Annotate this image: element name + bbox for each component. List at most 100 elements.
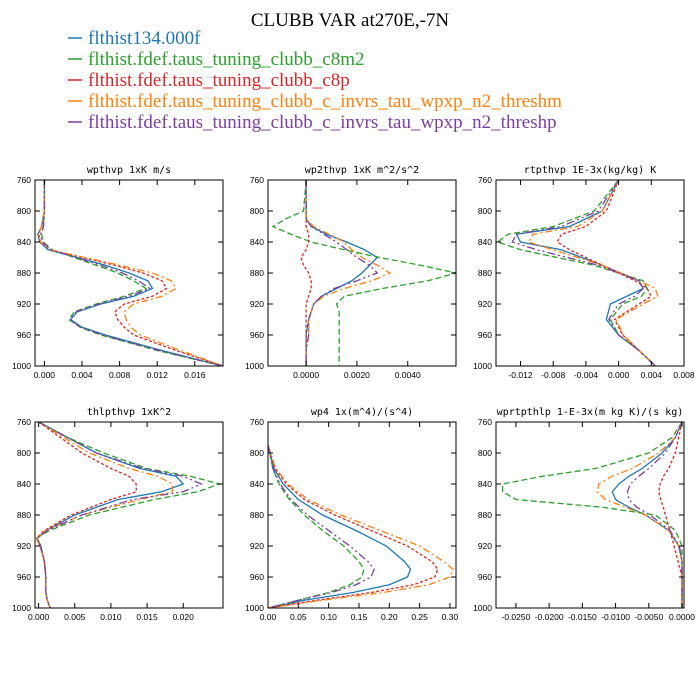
y-tick-label: 840 xyxy=(478,237,492,247)
panel: wp4 1x(m^4)/(s^4)76080084088092096010000… xyxy=(245,407,458,622)
plot-frame xyxy=(495,421,685,609)
y-tick-label: 760 xyxy=(250,175,264,185)
series-line xyxy=(35,422,174,608)
x-tick-label: 0.012 xyxy=(147,370,169,380)
series-line xyxy=(40,180,223,366)
x-tick-label: 0.05 xyxy=(290,612,307,622)
series-line xyxy=(268,445,365,608)
legend-entry: flthist.fdef.taus_tuning_clubb_c8m2 xyxy=(88,49,365,70)
series-line xyxy=(511,180,656,366)
y-tick-label: 800 xyxy=(478,206,492,216)
y-tick-label: 840 xyxy=(250,479,264,489)
x-tick-label: 0.20 xyxy=(381,612,398,622)
panel-title: rtpthvp 1E-3x(kg/kg) K xyxy=(524,165,656,176)
panel-title: wp4 1x(m^4)/(s^4) xyxy=(311,407,413,418)
y-tick-label: 760 xyxy=(478,417,492,427)
panel-title: wprtpthlp 1-E-3x(m kg K)/(s kg) xyxy=(497,407,684,418)
x-tick-label: 0.000 xyxy=(28,612,50,622)
x-tick-label: 0.15 xyxy=(351,612,368,622)
panel-title: thlpthvp 1xK^2 xyxy=(87,407,171,418)
y-tick-label: 800 xyxy=(250,206,264,216)
x-tick-label: 0.0000 xyxy=(293,370,319,380)
plot-frame xyxy=(34,421,224,609)
series-line xyxy=(496,180,656,366)
series-line xyxy=(596,422,683,608)
y-tick-label: 960 xyxy=(250,330,264,340)
x-tick-label: 0.30 xyxy=(442,612,459,622)
series-line xyxy=(556,180,656,366)
y-tick-label: 1000 xyxy=(473,361,492,371)
y-tick-label: 840 xyxy=(478,479,492,489)
series-line xyxy=(39,180,223,366)
panel-title: wpthvp 1xK m/s xyxy=(87,165,171,176)
series-line xyxy=(36,422,203,608)
y-tick-label: 920 xyxy=(478,541,492,551)
y-tick-label: 1000 xyxy=(473,603,492,613)
x-tick-label: 0.10 xyxy=(320,612,337,622)
y-tick-label: 880 xyxy=(17,268,31,278)
y-tick-label: 760 xyxy=(250,417,264,427)
x-tick-label: 0.010 xyxy=(100,612,122,622)
y-tick-label: 760 xyxy=(17,175,31,185)
y-tick-label: 880 xyxy=(250,510,264,520)
x-tick-label: 0.000 xyxy=(608,370,630,380)
legend-entry: flthist.fdef.taus_tuning_clubb_c8p xyxy=(88,70,350,91)
x-tick-label: -0.0250 xyxy=(502,612,531,622)
y-tick-label: 760 xyxy=(478,175,492,185)
y-tick-label: 920 xyxy=(17,541,31,551)
y-tick-label: 960 xyxy=(478,572,492,582)
y-tick-label: 800 xyxy=(17,206,31,216)
x-tick-label: 0.0000 xyxy=(669,612,695,622)
series-line xyxy=(305,180,379,366)
series-line xyxy=(268,445,454,608)
series-line xyxy=(501,422,683,608)
plot-frame xyxy=(267,421,457,609)
y-tick-label: 840 xyxy=(17,237,31,247)
y-tick-label: 880 xyxy=(478,510,492,520)
series-line xyxy=(515,180,656,366)
x-tick-label: -0.008 xyxy=(541,370,565,380)
series-line xyxy=(35,422,222,608)
panel: thlpthvp 1xK^276080084088092096010000.00… xyxy=(12,407,224,622)
panel: rtpthvp 1E-3x(kg/kg) K 760 800 840 880 920 960… xyxy=(473,165,695,380)
x-tick-label: 0.25 xyxy=(411,612,428,622)
x-tick-label: 0.016 xyxy=(184,370,206,380)
series-line xyxy=(271,180,456,366)
y-tick-label: 960 xyxy=(250,572,264,582)
y-tick-label: 840 xyxy=(17,479,31,489)
figure-title: CLUBB VAR at270E,-7N xyxy=(251,10,450,31)
y-tick-label: 840 xyxy=(250,237,264,247)
series-line xyxy=(305,180,379,366)
x-tick-label: -0.0200 xyxy=(535,612,564,622)
legend-entry: flthist.fdef.taus_tuning_clubb_c_invrs_t… xyxy=(88,112,557,133)
x-tick-label: 0.0020 xyxy=(344,370,370,380)
x-tick-label: -0.0100 xyxy=(601,612,630,622)
series-line xyxy=(305,180,392,366)
y-tick-label: 920 xyxy=(250,541,264,551)
x-tick-label: 0.005 xyxy=(64,612,86,622)
series-line xyxy=(268,445,439,608)
y-tick-label: 920 xyxy=(250,299,264,309)
series-line xyxy=(626,422,683,608)
y-tick-label: 920 xyxy=(17,299,31,309)
y-tick-label: 800 xyxy=(478,448,492,458)
y-tick-label: 800 xyxy=(17,448,31,458)
y-tick-label: 880 xyxy=(250,268,264,278)
series-line xyxy=(527,180,659,366)
series-line xyxy=(300,180,312,366)
y-tick-label: 760 xyxy=(17,417,31,427)
legend-entry: flthist.fdef.taus_tuning_clubb_c_invrs_t… xyxy=(88,91,562,112)
series-line xyxy=(38,180,223,366)
x-tick-label: 0.004 xyxy=(641,370,663,380)
y-tick-label: 960 xyxy=(17,572,31,582)
y-tick-label: 880 xyxy=(478,268,492,278)
x-tick-label: -0.012 xyxy=(508,370,532,380)
y-tick-label: 960 xyxy=(478,330,492,340)
series-line xyxy=(268,445,375,608)
legend-entry: flthist134.000f xyxy=(88,28,201,49)
y-tick-label: 800 xyxy=(250,448,264,458)
x-tick-label: -0.0050 xyxy=(634,612,663,622)
series-line xyxy=(611,422,683,608)
x-tick-label: 0.008 xyxy=(673,370,695,380)
